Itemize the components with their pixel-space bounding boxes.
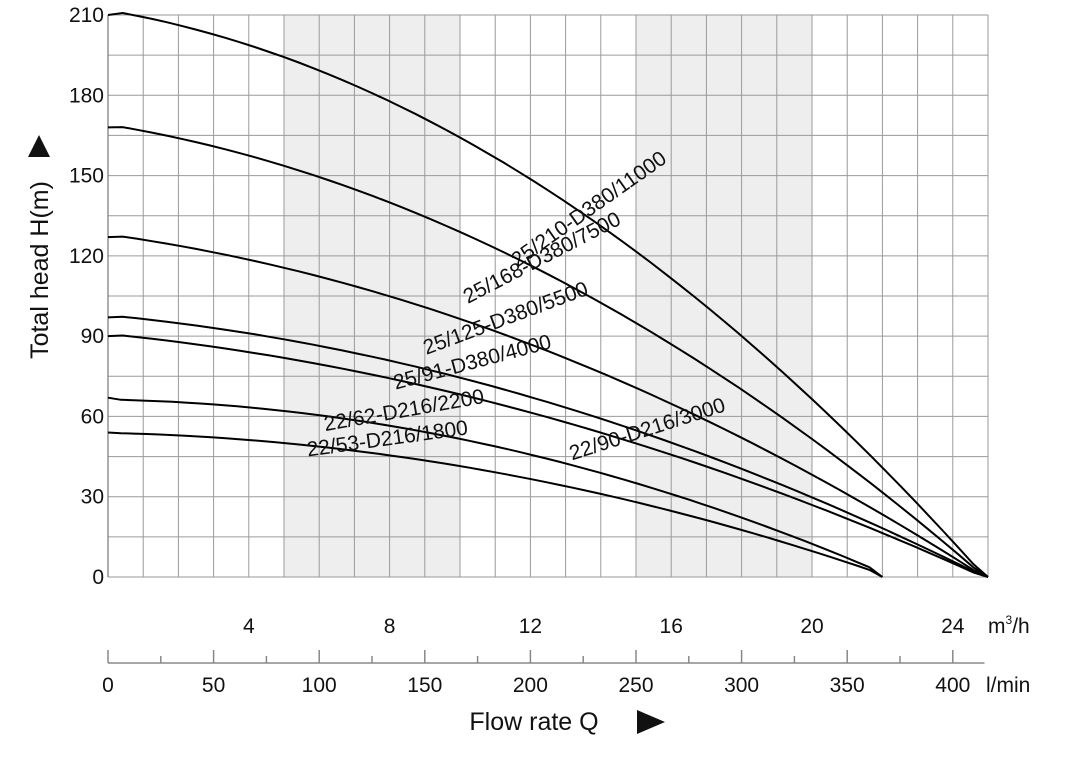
- curve-25/210-D380/11000: [107, 11, 989, 578]
- x-tick-labels: 4 8 12 16 20 24 0 50 100 150 200 250 300 350 400: [102, 615, 985, 697]
- curve-22/62-D216/2200: [107, 396, 884, 578]
- curve-25/168-D380/7500: [107, 126, 989, 578]
- curve-22/90-D216/3000: [107, 334, 989, 578]
- y-axis-arrow-icon: [28, 135, 50, 157]
- x-axis-arrow-icon: [637, 710, 665, 734]
- x-tick-label-lmin: 50: [202, 674, 225, 697]
- y-tick-label: 60: [81, 405, 104, 428]
- x-tick-label-m3h: 12: [519, 615, 542, 638]
- x-unit-lmin: l/min: [986, 674, 1030, 697]
- x-tick-label-m3h: 24: [941, 615, 965, 638]
- x-tick-label-lmin: 250: [618, 674, 653, 697]
- x-tick-label-m3h: 8: [384, 615, 396, 638]
- y-tick-label: 30: [81, 486, 104, 509]
- grid: [107, 14, 989, 578]
- y-tick-label: 210: [69, 4, 104, 27]
- x-tick-label-lmin: 400: [935, 674, 970, 697]
- y-tick-label: 150: [69, 165, 104, 188]
- y-tick-label: 0: [92, 566, 104, 589]
- x-tick-label-lmin: 300: [724, 674, 759, 697]
- y-tick-label: 120: [69, 245, 104, 268]
- x-axis-title: Flow rate Q: [469, 708, 598, 736]
- curve-25/125-D380/5500: [107, 235, 989, 578]
- x-tick-label-m3h: 20: [800, 615, 823, 638]
- curves: [107, 11, 989, 578]
- x-tick-label-lmin: 150: [407, 674, 442, 697]
- x-tick-label-m3h: 16: [660, 615, 683, 638]
- y-tick-label: 90: [81, 325, 104, 348]
- x-tick-label-lmin: 0: [102, 674, 114, 697]
- y-axis-title: Total head H(m): [26, 181, 54, 359]
- x-tick-label-lmin: 100: [302, 674, 337, 697]
- x-tick-label-lmin: 200: [513, 674, 548, 697]
- y-tick-labels: 0 30 60 90 120 150 180 210: [69, 4, 104, 589]
- x-tick-label-lmin: 350: [830, 674, 865, 697]
- x-unit-m3h: m3/h: [988, 613, 1030, 638]
- curve-25/91-D380/4000: [107, 315, 989, 578]
- curve-22/53-D216/1800: [107, 431, 883, 578]
- x-tick-label-m3h: 4: [243, 615, 255, 638]
- y-tick-label: 180: [69, 84, 104, 107]
